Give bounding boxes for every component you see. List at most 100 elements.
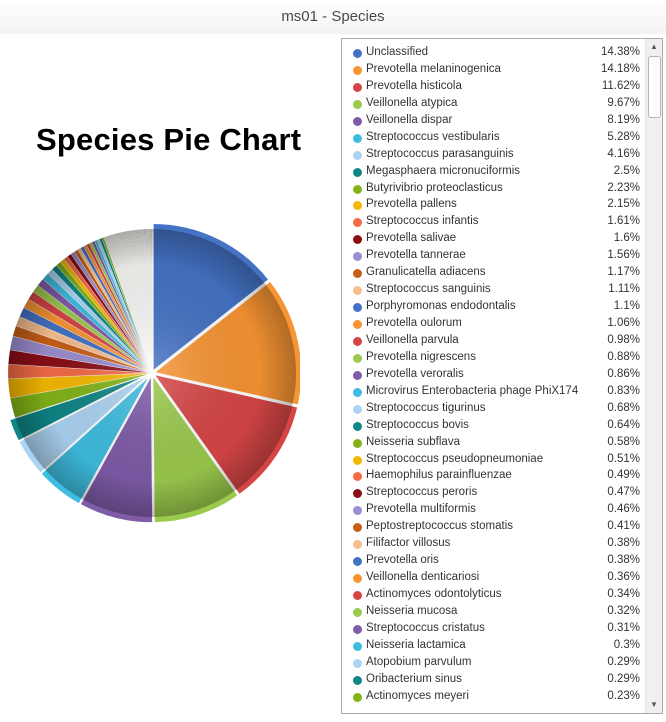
legend-label: Streptococcus peroris (366, 486, 478, 499)
legend-item[interactable]: Streptococcus cristatus 0.31% (342, 621, 646, 638)
legend-item[interactable]: Prevotella histicola 11.62% (342, 79, 646, 96)
legend-swatch-icon (353, 624, 362, 634)
legend-item[interactable]: Oribacterium sinus 0.29% (342, 672, 646, 689)
legend-item[interactable]: Veillonella atypica 9.67% (342, 96, 646, 113)
legend-item[interactable]: Prevotella oris 0.38% (342, 553, 646, 570)
legend-label: Prevotella oulorum (366, 317, 462, 329)
legend-item[interactable]: Neisseria mucosa 0.32% (342, 604, 646, 621)
legend-label: Veillonella atypica (366, 96, 458, 109)
legend-item[interactable]: Unclassified 14.38% (342, 45, 646, 62)
legend-item[interactable]: Prevotella tannerae 1.56% (342, 248, 646, 265)
legend-item[interactable]: Streptococcus vestibularis 5.28% (342, 130, 646, 147)
legend-value: 0.83% (607, 384, 640, 397)
legend-label: Microvirus Enterobacteria phage PhiX174 (366, 384, 579, 397)
legend-item[interactable]: Haemophilus parainfluenzae 0.49% (342, 468, 646, 485)
legend-label: Streptococcus vestibularis (366, 130, 500, 143)
legend-swatch-icon (353, 540, 362, 550)
legend-swatch-icon (353, 235, 362, 245)
legend-swatch-icon (353, 269, 362, 279)
legend-value: 0.29% (607, 672, 640, 685)
legend-item[interactable]: Microvirus Enterobacteria phage PhiX174 0… (342, 384, 646, 401)
legend-swatch-icon (353, 387, 362, 397)
legend-item[interactable]: Porphyromonas endodontalis 1.1% (342, 299, 646, 316)
legend-label: Prevotella pallens (366, 198, 457, 211)
legend-item[interactable]: Prevotella nigrescens 0.88% (342, 350, 646, 367)
legend-item[interactable]: Neisseria subflava 0.58% (342, 435, 646, 452)
legend-item[interactable]: Granulicatella adiacens 1.17% (342, 265, 646, 282)
legend-swatch-icon (353, 150, 362, 160)
legend-item[interactable]: Streptococcus bovis 0.64% (342, 418, 646, 435)
legend-item[interactable]: Prevotella salivae 1.6% (342, 231, 646, 248)
legend-label: Butyrivibrio proteoclasticus (366, 181, 503, 194)
legend-item[interactable]: Streptococcus pseudopneumoniae 0.51% (342, 452, 646, 469)
legend-label: Veillonella denticariosi (366, 571, 480, 584)
legend-label: Peptostreptococcus stomatis (366, 520, 514, 533)
legend-panel[interactable]: Unclassified 14.38% Prevotella melaninogen… (341, 38, 663, 714)
legend-value: 2.23% (607, 181, 640, 194)
scroll-down-arrow-icon[interactable]: ▼ (650, 700, 658, 709)
legend-value: 0.68% (607, 401, 640, 414)
legend-swatch-icon (353, 607, 362, 617)
legend-swatch-icon (353, 591, 362, 600)
legend-swatch-icon (353, 201, 362, 211)
legend-item[interactable]: Prevotella pallens 2.15% (342, 197, 646, 214)
legend-value: 14.38% (600, 46, 640, 58)
legend-item[interactable]: Prevotella melaninogenica 14.18% (342, 62, 646, 79)
legend-item[interactable]: Actinomyces odontolyticus 0.34% (342, 587, 646, 604)
legend-item[interactable]: Filifactor villosus 0.38% (342, 536, 646, 553)
legend-label: Streptococcus infantis (366, 215, 479, 228)
legend-value: 1.11% (608, 283, 640, 296)
legend-label: Prevotella tannerae (366, 249, 466, 262)
legend-value: 0.88% (607, 350, 640, 363)
legend-label: Streptococcus tigurinus (366, 401, 486, 414)
legend-value: 0.36% (607, 571, 640, 584)
legend-item[interactable]: Streptococcus parasanguinis 4.16% (342, 147, 646, 164)
legend-item[interactable]: Prevotella multiformis 0.46% (342, 502, 646, 519)
legend-value: 0.64% (607, 418, 640, 431)
legend-item[interactable]: Veillonella dispar 8.19% (342, 113, 646, 130)
legend-scrollbar[interactable]: ▲ ▼ (645, 39, 662, 713)
legend-value: 14.18% (600, 62, 640, 75)
legend-swatch-icon (353, 421, 362, 431)
legend-value: 0.31% (607, 621, 640, 634)
legend-value: 2.15% (607, 198, 640, 211)
legend-label: Prevotella veroralis (366, 367, 464, 380)
legend-item[interactable]: Veillonella denticariosi 0.36% (342, 570, 646, 587)
legend-swatch-icon (353, 133, 362, 143)
legend-item[interactable]: Butyrivibrio proteoclasticus 2.23% (342, 181, 646, 198)
legend-swatch-icon (353, 49, 362, 58)
legend-value: 9.67% (607, 96, 640, 109)
legend-item[interactable]: Prevotella veroralis 0.86% (342, 367, 646, 384)
legend-item[interactable]: Streptococcus peroris 0.47% (342, 485, 646, 502)
legend-value: 0.98% (607, 333, 640, 346)
legend-label: Porphyromonas endodontalis (366, 300, 516, 313)
legend-item[interactable]: Peptostreptococcus stomatis 0.41% (342, 519, 646, 536)
scroll-thumb[interactable] (648, 56, 661, 118)
legend-label: Prevotella salivae (366, 232, 457, 245)
legend-value: 0.86% (607, 367, 640, 380)
legend-swatch-icon (353, 404, 362, 414)
legend-item[interactable]: Megasphaera micronuciformis 2.5% (342, 164, 646, 181)
legend-swatch-icon (353, 320, 362, 329)
legend-swatch-icon (353, 523, 362, 533)
legend-item[interactable]: Streptococcus sanguinis 1.11% (342, 282, 646, 299)
legend-swatch-icon (353, 286, 362, 296)
legend-item[interactable]: Atopobium parvulum 0.29% (342, 655, 646, 672)
legend-swatch-icon (353, 557, 362, 567)
legend-item[interactable]: Neisseria lactamica 0.3% (342, 638, 646, 655)
scroll-up-arrow-icon[interactable]: ▲ (650, 42, 658, 51)
legend-item[interactable]: Prevotella oulorum 1.06% (342, 316, 646, 333)
legend-item[interactable]: Veillonella parvula 0.98% (342, 333, 646, 350)
legend-value: 1.1% (613, 300, 640, 313)
legend-value: 1.06% (607, 317, 640, 329)
legend-label: Prevotella oris (366, 554, 439, 567)
legend-item[interactable]: Actinomyces meyeri 0.23% (342, 689, 646, 706)
legend-swatch-icon (353, 370, 362, 380)
legend-item[interactable]: Streptococcus tigurinus 0.68% (342, 401, 646, 418)
legend-swatch-icon (353, 65, 362, 75)
legend-value: 1.17% (607, 266, 640, 279)
legend-swatch-icon (353, 184, 362, 194)
legend-label: Streptococcus parasanguinis (366, 147, 514, 160)
legend-item[interactable]: Streptococcus infantis 1.61% (342, 214, 646, 231)
legend-value: 0.34% (607, 588, 640, 600)
